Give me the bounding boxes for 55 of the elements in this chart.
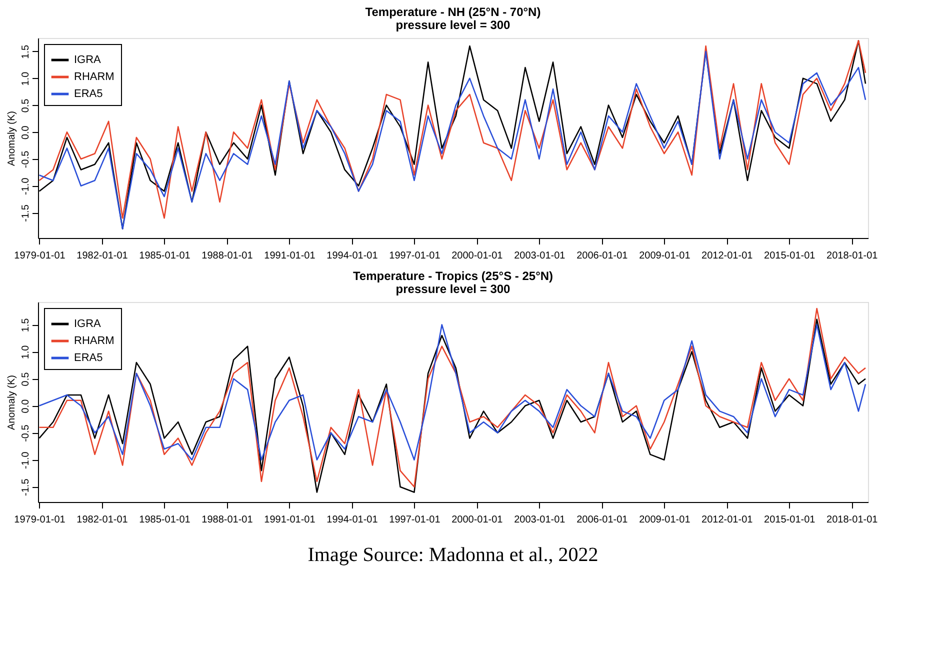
x-tick-label: 1991-01-01: [264, 514, 316, 526]
x-tick-label: 2003-01-01: [514, 250, 566, 262]
legend-label: RHARM: [74, 335, 114, 347]
x-tick-label: 1985-01-01: [139, 250, 191, 262]
x-tick-label: 1994-01-01: [326, 514, 378, 526]
text: Image Source: Madonna et al., 2022: [308, 544, 598, 566]
x-tick-label: 2012-01-01: [702, 250, 754, 262]
y-axis-title: Anomaly (K): [6, 374, 18, 430]
x-tick-label: 2000-01-01: [452, 250, 504, 262]
chart-subtitle: pressure level = 300: [396, 18, 511, 32]
x-tick-label: 1991-01-01: [264, 250, 316, 262]
x-tick-label: 1979-01-01: [14, 250, 66, 262]
x-tick-label: 1982-01-01: [76, 514, 128, 526]
x-tick-label: 1982-01-01: [76, 250, 128, 262]
x-tick-label: 2003-01-01: [514, 514, 566, 526]
legend-label: ERA5: [74, 88, 103, 100]
x-tick-label: 2018-01-01: [826, 514, 878, 526]
x-tick-label: 2018-01-01: [826, 250, 878, 262]
x-tick-label: 1994-01-01: [326, 250, 378, 262]
x-tick-label: 2009-01-01: [639, 514, 691, 526]
y-tick-label: -1.0: [20, 451, 32, 469]
x-tick-label: 1988-01-01: [202, 514, 254, 526]
chart-title: Temperature - NH (25°N - 70°N): [365, 5, 541, 19]
y-tick-label: -0.5: [20, 424, 32, 442]
y-tick-label: 1.0: [20, 344, 32, 360]
chart-subtitle: pressure level = 300: [396, 282, 511, 296]
y-tick-label: 1.5: [20, 44, 32, 59]
x-tick-label: 2009-01-01: [639, 250, 691, 262]
x-tick-label: 1979-01-01: [14, 514, 66, 526]
legend-label: RHARM: [74, 71, 114, 83]
y-tick-label: 0.5: [20, 372, 32, 386]
y-tick-label: 0.5: [20, 98, 32, 113]
x-tick-label: 1997-01-01: [389, 514, 441, 526]
x-tick-label: 2015-01-01: [764, 514, 816, 526]
y-tick-label: -1.0: [20, 177, 32, 195]
chart-title: Temperature - Tropics (25°S - 25°N): [352, 269, 554, 283]
legend-label: ERA5: [74, 352, 103, 364]
x-tick-label: 2012-01-01: [702, 514, 754, 526]
y-axis-title: Anomaly (K): [6, 110, 18, 166]
x-tick-label: 2006-01-01: [576, 514, 628, 526]
y-tick-label: -0.5: [20, 150, 32, 168]
legend-label: IGRA: [74, 318, 102, 330]
y-tick-label: -1.5: [20, 478, 32, 496]
legend-label: IGRA: [74, 54, 102, 66]
x-tick-label: 2000-01-01: [452, 514, 504, 526]
y-tick-label: -1.5: [20, 204, 32, 222]
x-tick-label: 1997-01-01: [389, 250, 441, 262]
x-tick-label: 2015-01-01: [764, 250, 816, 262]
y-tick-label: 0.0: [20, 125, 32, 140]
y-tick-label: 1.0: [20, 71, 32, 86]
y-tick-label: 1.5: [20, 318, 32, 332]
x-tick-label: 2006-01-01: [576, 250, 628, 262]
x-tick-label: 1985-01-01: [139, 514, 191, 526]
x-tick-label: 1988-01-01: [202, 250, 254, 262]
y-tick-label: 0.0: [20, 398, 32, 414]
